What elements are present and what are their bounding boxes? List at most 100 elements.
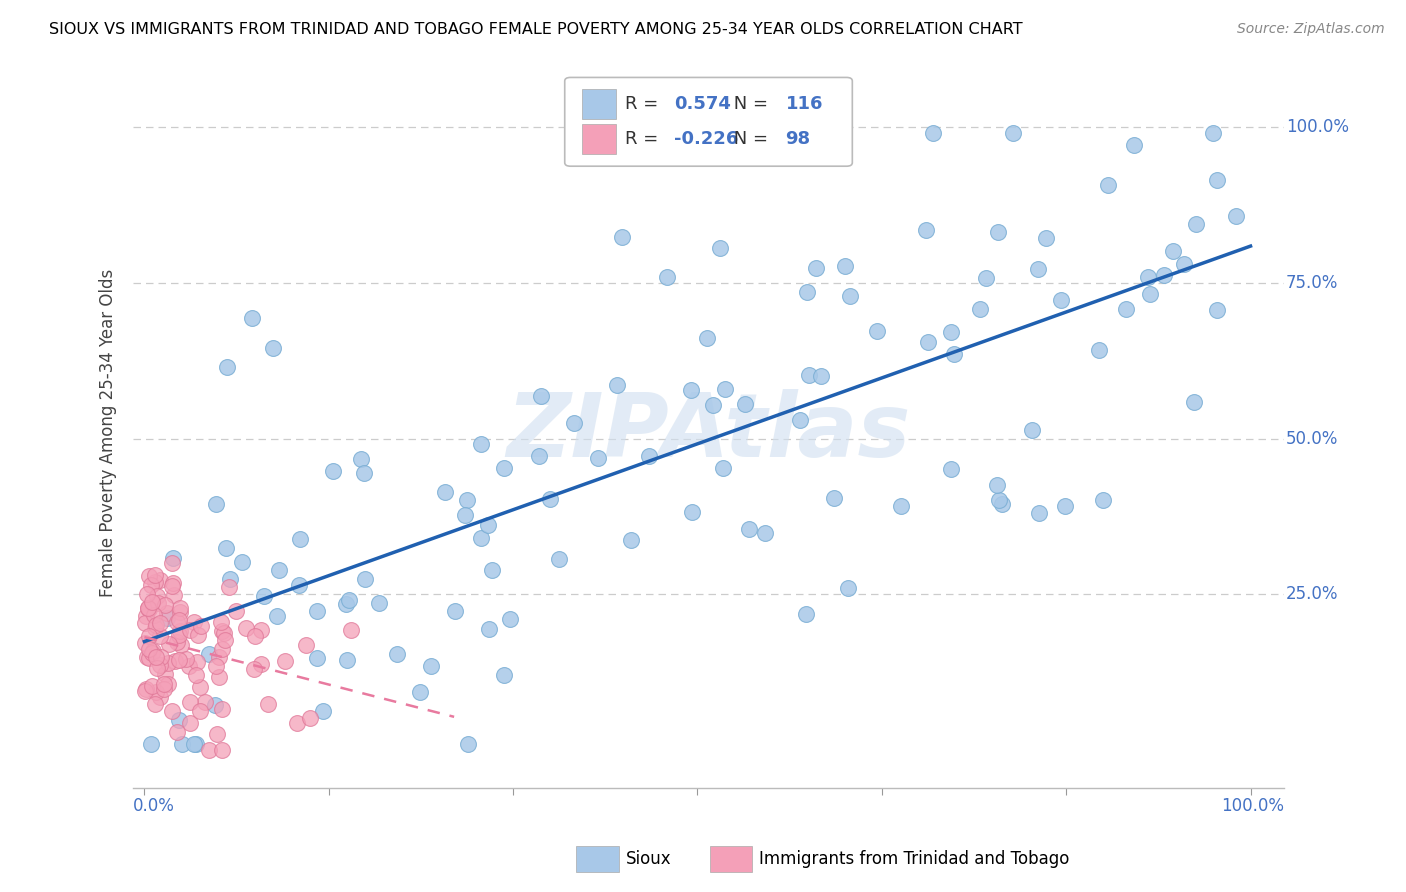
Text: 25.0%: 25.0%	[1286, 585, 1339, 603]
Point	[250, 657, 273, 671]
Point	[145, 661, 167, 675]
Point	[257, 697, 280, 711]
Point	[714, 382, 737, 396]
Point	[141, 594, 163, 608]
Point	[299, 711, 322, 725]
Point	[167, 628, 190, 642]
Point	[194, 695, 217, 709]
Point	[207, 727, 229, 741]
Point	[266, 609, 288, 624]
Point	[1206, 303, 1229, 318]
Text: 100.0%: 100.0%	[1220, 797, 1284, 815]
Point	[170, 638, 193, 652]
Point	[915, 223, 938, 237]
Point	[834, 259, 856, 273]
Point	[179, 716, 201, 731]
Point	[155, 666, 177, 681]
Point	[145, 574, 167, 589]
Point	[409, 685, 432, 699]
Point	[190, 619, 212, 633]
Point	[135, 587, 157, 601]
Point	[149, 629, 172, 643]
Point	[322, 464, 344, 478]
Point	[162, 550, 184, 565]
Point	[939, 462, 962, 476]
Point	[969, 302, 991, 317]
Point	[162, 704, 184, 718]
Point	[794, 607, 817, 621]
Point	[163, 654, 186, 668]
Point	[823, 491, 845, 505]
Point	[709, 241, 731, 255]
Point	[1097, 178, 1119, 192]
Point	[433, 485, 456, 500]
Point	[335, 597, 357, 611]
Point	[218, 580, 240, 594]
Point	[538, 491, 561, 506]
Text: 75.0%: 75.0%	[1286, 274, 1339, 292]
Point	[1153, 268, 1175, 283]
Point	[215, 541, 238, 555]
Point	[312, 704, 335, 718]
Point	[456, 493, 478, 508]
Point	[702, 399, 724, 413]
Point	[145, 684, 167, 698]
Point	[1026, 261, 1049, 276]
Text: ZIPAtlas: ZIPAtlas	[506, 389, 911, 476]
Point	[527, 449, 550, 463]
Point	[754, 526, 776, 541]
Point	[141, 644, 163, 658]
Point	[149, 650, 172, 665]
Point	[155, 599, 177, 613]
Point	[149, 615, 172, 630]
Point	[214, 633, 236, 648]
Point	[477, 517, 499, 532]
Point	[146, 590, 169, 604]
Text: N =: N =	[728, 130, 773, 148]
Point	[1185, 217, 1208, 231]
Point	[169, 613, 191, 627]
Point	[141, 646, 163, 660]
Point	[143, 697, 166, 711]
Point	[135, 649, 157, 664]
Point	[152, 676, 174, 690]
Point	[1137, 269, 1160, 284]
Point	[478, 623, 501, 637]
Point	[139, 737, 162, 751]
Point	[454, 508, 477, 523]
Point	[987, 492, 1010, 507]
Point	[167, 653, 190, 667]
Point	[138, 642, 160, 657]
Point	[638, 449, 661, 463]
Text: R =: R =	[624, 130, 664, 148]
Point	[163, 588, 186, 602]
Point	[183, 615, 205, 629]
Point	[387, 648, 409, 662]
Point	[494, 460, 516, 475]
Point	[943, 346, 966, 360]
Point	[1123, 138, 1146, 153]
Point	[166, 725, 188, 739]
Point	[145, 649, 167, 664]
Point	[340, 623, 363, 637]
Point	[245, 629, 267, 643]
Point	[796, 285, 818, 300]
Point	[837, 582, 859, 596]
Point	[156, 677, 179, 691]
Point	[169, 624, 191, 639]
Point	[138, 568, 160, 582]
Point	[134, 615, 156, 630]
Point	[612, 230, 634, 244]
Point	[305, 604, 328, 618]
Point	[198, 743, 221, 757]
Point	[890, 499, 912, 513]
Point	[991, 497, 1014, 511]
Point	[838, 289, 860, 303]
Point	[205, 497, 228, 511]
Point	[353, 467, 375, 481]
Point	[188, 680, 211, 694]
Point	[211, 702, 233, 716]
Point	[336, 653, 359, 667]
Point	[789, 412, 811, 426]
Point	[204, 659, 226, 673]
